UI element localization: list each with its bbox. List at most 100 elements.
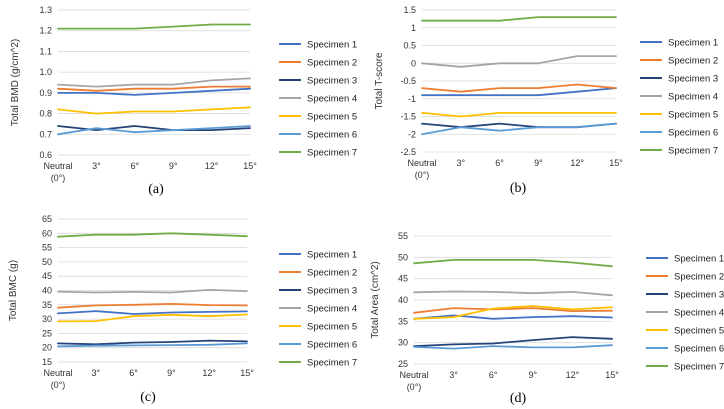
y-tick-label: 40 — [398, 295, 408, 305]
y-tick-label: 0.8 — [39, 109, 52, 119]
x-tick-label: (0°) — [415, 170, 430, 180]
y-tick-label: 1.2 — [39, 26, 52, 36]
series-line-specimen-5 — [421, 112, 617, 118]
series-line-specimen-1 — [421, 87, 617, 97]
y-tick-label: 65 — [42, 214, 52, 224]
legend-label: Specimen 6 — [307, 340, 357, 351]
chart-a: 0.6 0.7 0.8 0.9 1.0 1.1 1.2 1.3 Neutral (0°) 3° 6° 9… — [10, 5, 357, 197]
y-tick-label: 1.5 — [403, 5, 416, 15]
y-tick-label: -2.5 — [400, 147, 416, 157]
y-tick-label: 30 — [42, 314, 52, 324]
series-line-specimen-3 — [57, 339, 248, 346]
x-tick-label: Neutral — [399, 370, 428, 380]
legend-label: Specimen 5 — [307, 112, 357, 123]
legend-label: Specimen 3 — [307, 286, 357, 297]
legend-label: Specimen 5 — [668, 110, 718, 121]
legend-label: Specimen 2 — [307, 58, 357, 69]
legend-label: Specimen 6 — [668, 128, 718, 139]
series-line-specimen-4 — [421, 55, 617, 68]
x-tick-label: 6° — [489, 370, 498, 380]
legend-label: Specimen 2 — [668, 56, 718, 67]
y-tick-label: 40 — [42, 286, 52, 296]
x-tick-label: 3° — [92, 161, 101, 171]
y-tick-label: 35 — [42, 300, 52, 310]
y-tick-label: 45 — [398, 274, 408, 284]
y-tick-label: 30 — [398, 338, 408, 348]
series-line-specimen-5 — [413, 305, 613, 320]
series-line-specimen-5 — [57, 106, 251, 115]
y-axis-title: Total T-score — [374, 52, 385, 109]
y-tick-label: 25 — [398, 359, 408, 369]
x-tick-label: 15° — [605, 370, 619, 380]
legend-label: Specimen 7 — [674, 362, 724, 373]
legend-label: Specimen 1 — [674, 254, 724, 265]
legend-label: Specimen 7 — [307, 148, 357, 159]
x-tick-label: 3° — [91, 368, 100, 378]
y-tick-label: -1 — [408, 94, 416, 104]
series-line-specimen-7 — [57, 232, 248, 238]
y-tick-label: -0.5 — [400, 76, 416, 86]
x-tick-label: 12° — [205, 161, 219, 171]
series-line-specimen-7 — [57, 23, 251, 30]
x-tick-label: 12° — [566, 370, 580, 380]
legend-label: Specimen 4 — [674, 308, 724, 319]
legend-label: Specimen 4 — [307, 94, 357, 105]
chart-b: -2.5 -2 -1.5 -1 -0.5 0 0.5 1 1.5 Neutral (0°) 3° 6° 9… — [374, 5, 718, 196]
y-tick-label: 60 — [42, 228, 52, 238]
x-tick-label: 6° — [130, 161, 139, 171]
panel-caption: (a) — [148, 182, 164, 197]
x-tick-label: Neutral — [43, 368, 72, 378]
y-tick-label: 0.5 — [403, 41, 416, 51]
x-tick-label: 12° — [202, 368, 216, 378]
legend-label: Specimen 4 — [307, 304, 357, 315]
y-tick-label: 45 — [42, 271, 52, 281]
y-tick-label: 20 — [42, 343, 52, 353]
y-tick-label: 55 — [398, 231, 408, 241]
legend-label: Specimen 5 — [307, 322, 357, 333]
series-line-specimen-2 — [57, 85, 251, 92]
panel-caption: (b) — [510, 181, 527, 196]
legend-label: Specimen 1 — [307, 40, 357, 51]
series-line-specimen-6 — [57, 342, 248, 348]
legend-label: Specimen 7 — [307, 358, 357, 369]
series-line-specimen-1 — [57, 310, 248, 315]
series-line-specimen-1 — [413, 314, 613, 320]
legend-label: Specimen 1 — [668, 38, 718, 49]
series-line-specimen-6 — [413, 344, 613, 350]
x-tick-label: Neutral — [43, 161, 72, 171]
series-line-specimen-1 — [57, 87, 251, 96]
y-tick-label: 35 — [398, 316, 408, 326]
series-line-specimen-5 — [57, 313, 248, 323]
y-axis-title: Total BMC (g) — [8, 260, 19, 321]
series-line-specimen-6 — [57, 125, 251, 136]
series-line-specimen-2 — [413, 307, 613, 314]
legend-label: Specimen 5 — [674, 326, 724, 337]
legend-label: Specimen 1 — [307, 250, 357, 261]
y-tick-label: 1.0 — [39, 67, 52, 77]
x-tick-label: 3° — [449, 370, 458, 380]
y-tick-label: 0.6 — [39, 150, 52, 160]
x-tick-label: 9° — [169, 161, 178, 171]
y-axis-title: Total BMD (g/cm^2) — [10, 39, 21, 127]
y-tick-label: 55 — [42, 243, 52, 253]
y-axis-title: Total Area (cm^2) — [370, 261, 381, 339]
y-tick-label: 50 — [398, 252, 408, 262]
chart-d: 25 30 35 40 45 50 55 Neutral (0°) 3° 6° 9° 12° 15° Tot… — [370, 231, 724, 406]
legend-label: Specimen 4 — [668, 92, 718, 103]
x-tick-label: 15° — [243, 161, 257, 171]
legend-label: Specimen 7 — [668, 146, 718, 157]
legend-label: Specimen 6 — [307, 130, 357, 141]
panel-caption: (c) — [140, 390, 156, 405]
y-tick-label: 50 — [42, 257, 52, 267]
x-tick-label: 6° — [495, 158, 504, 168]
chart-c: 15 20 25 30 35 40 45 50 55 60 65 Neutral (0°) 3° 6° 9° 1… — [8, 214, 357, 405]
panel-caption: (d) — [510, 391, 527, 406]
legend-label: Specimen 3 — [668, 74, 718, 85]
y-tick-label: 25 — [42, 328, 52, 338]
series-line-specimen-3 — [413, 336, 613, 348]
y-tick-label: 1 — [411, 23, 416, 33]
y-tick-label: -2 — [408, 129, 416, 139]
series-line-specimen-6 — [421, 122, 617, 136]
series-line-specimen-7 — [413, 258, 613, 268]
y-tick-label: -1.5 — [400, 112, 416, 122]
